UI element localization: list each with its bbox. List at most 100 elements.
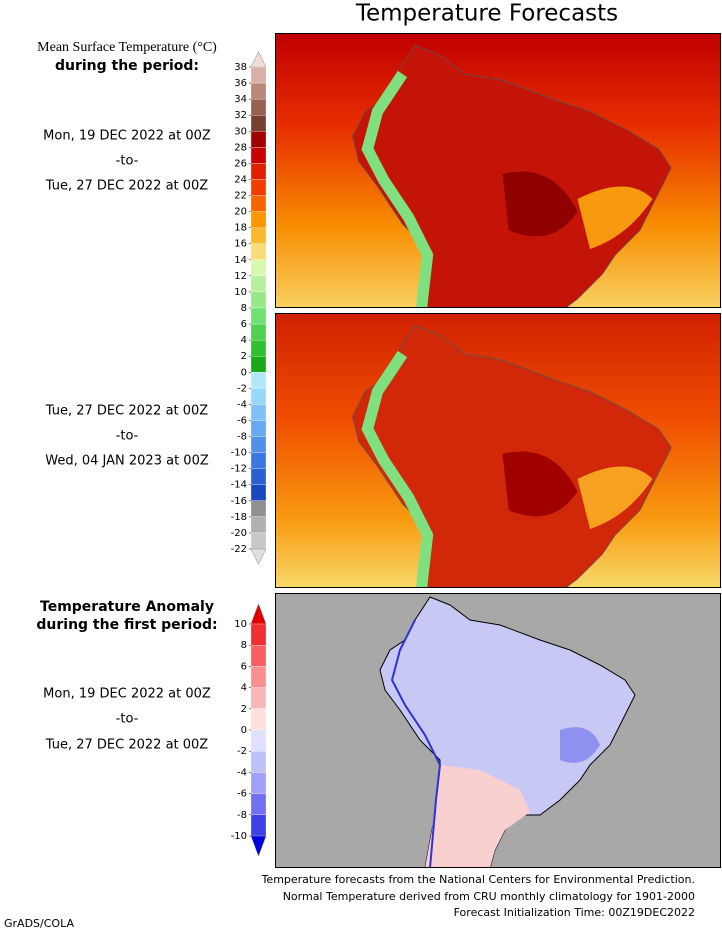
footer-line: Temperature forecasts from the National … <box>261 873 695 886</box>
period-sep: -to- <box>116 712 139 727</box>
colorbar-tick-label: -20 <box>231 528 247 539</box>
colorbar-tick-label: 6 <box>241 319 247 330</box>
colorbar-segment <box>250 666 267 688</box>
period-sep: -to- <box>116 154 139 169</box>
colorbar-tick-label: -4 <box>237 399 247 410</box>
colorbar-segment <box>250 147 267 164</box>
colorbar-tick-label: -18 <box>231 512 247 523</box>
legend-title: Mean Surface Temperature (°C) <box>37 40 217 55</box>
colorbar-tick-label: 4 <box>241 683 247 694</box>
colorbar-tick-label: 2 <box>241 704 247 715</box>
colorbar-tick-label: 10 <box>234 619 247 630</box>
colorbar-tick-label: 30 <box>234 126 247 137</box>
colorbar-segment <box>250 291 267 309</box>
colorbar-segment <box>250 645 267 667</box>
colorbar-segment <box>250 772 267 794</box>
colorbar-segment <box>250 98 267 116</box>
colorbar-segment <box>250 793 267 815</box>
colorbar-segment <box>250 259 267 277</box>
colorbar-segment <box>250 420 267 437</box>
colorbar-segment <box>250 516 267 534</box>
colorbar-tick-label: 16 <box>234 239 247 250</box>
colorbar-segment <box>250 484 267 501</box>
colorbar-arrow <box>250 51 267 68</box>
period-end: Wed, 04 JAN 2023 at 00Z <box>45 454 209 469</box>
colorbar-tick-label: 28 <box>234 142 247 153</box>
colorbar-tick-label: 18 <box>234 223 247 234</box>
colorbar-tick-label: -2 <box>237 383 247 394</box>
colorbar-segment <box>250 372 267 389</box>
colorbar-segment <box>250 195 267 212</box>
temperature-map-2 <box>276 314 720 587</box>
colorbar-tick-label: 0 <box>241 367 247 378</box>
colorbar-segment <box>250 404 267 421</box>
frame <box>275 33 721 308</box>
period-start: Mon, 19 DEC 2022 at 00Z <box>43 129 211 144</box>
colorbar-arrow <box>250 603 267 625</box>
title: Temperature Forecasts <box>355 1 618 27</box>
frame <box>275 313 721 588</box>
period-start: Mon, 19 DEC 2022 at 00Z <box>43 687 211 702</box>
colorbar-tick-label: 22 <box>234 191 247 202</box>
colorbar-tick-label: 26 <box>234 158 247 169</box>
credit: GrADS/COLA <box>4 917 74 930</box>
colorbar-segment <box>250 243 267 260</box>
colorbar-segment <box>250 66 267 84</box>
colorbar-tick-label: 2 <box>241 351 247 362</box>
colorbar-tick-label: 32 <box>234 110 247 121</box>
colorbar-tick-label: 20 <box>234 207 247 218</box>
colorbar-segment <box>250 452 267 469</box>
colorbar-segment <box>250 436 267 453</box>
colorbar-segment <box>250 131 267 148</box>
colorbar-segment <box>250 163 267 180</box>
colorbar-segment <box>250 708 267 731</box>
colorbar-tick-label: 14 <box>234 255 247 266</box>
colorbar-segment <box>250 729 267 752</box>
colorbar-tick-label: -8 <box>237 432 247 443</box>
legend-title: during the period: <box>55 58 199 74</box>
colorbar-tick-label: -4 <box>237 767 247 778</box>
colorbar-tick-label: 34 <box>234 94 247 105</box>
colorbar-segment <box>250 814 267 837</box>
legend-title: Temperature Anomaly <box>40 599 214 615</box>
colorbar-tick-label: -10 <box>231 831 247 842</box>
colorbar-tick-label: -6 <box>237 415 247 426</box>
footer-line: Forecast Initialization Time: 00Z19DEC20… <box>454 906 695 919</box>
colorbar-segment <box>250 275 267 293</box>
colorbar-tick-label: 12 <box>234 271 247 282</box>
colorbar-tick-label: 0 <box>241 725 247 736</box>
colorbar-tick-label: -16 <box>231 496 247 507</box>
colorbar-tick-label: 36 <box>234 78 247 89</box>
colorbar-segment <box>250 307 267 325</box>
colorbar-segment <box>250 623 267 646</box>
colorbar-tick-label: -14 <box>231 480 247 491</box>
colorbar-segment <box>250 388 267 405</box>
colorbar-tick-label: -2 <box>237 746 247 757</box>
colorbar-segment <box>250 751 267 773</box>
colorbar-tick-label: -8 <box>237 810 247 821</box>
colorbar-arrow <box>250 835 267 857</box>
colorbar-segment <box>250 82 267 100</box>
colorbar-segment <box>250 468 267 485</box>
period-sep: -to- <box>116 429 139 444</box>
colorbar-tick-label: 6 <box>241 661 247 672</box>
colorbar-segment <box>250 227 267 244</box>
colorbar-tick-label: 24 <box>234 174 247 185</box>
colorbar-segment <box>250 339 267 357</box>
temperature-map-1 <box>276 34 720 307</box>
footer-line: Normal Temperature derived from CRU mont… <box>283 890 695 903</box>
colorbar-segment <box>250 687 267 709</box>
colorbar-tick-label: -6 <box>237 789 247 800</box>
colorbar-segment <box>250 115 267 132</box>
colorbar-tick-label: 8 <box>241 640 247 651</box>
colorbar-segment <box>250 323 267 341</box>
colorbar-segment <box>250 532 267 550</box>
colorbar-tick-label: 8 <box>241 303 247 314</box>
legend-title: during the first period: <box>36 617 217 633</box>
colorbar-tick-label: 10 <box>234 287 247 298</box>
colorbar-segment <box>250 500 267 518</box>
colorbar-tick-label: -10 <box>231 448 247 459</box>
colorbar-segment <box>250 211 267 228</box>
period-start: Tue, 27 DEC 2022 at 00Z <box>45 404 209 419</box>
